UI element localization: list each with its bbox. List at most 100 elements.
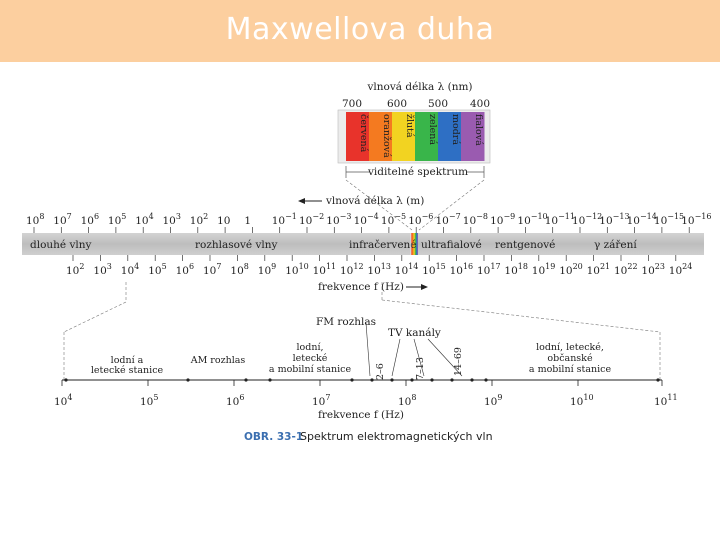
frequency-tick-label: 1016	[450, 262, 474, 277]
frequency-tick-label: 1012	[340, 262, 364, 277]
visible-band-label: modrá	[450, 114, 461, 145]
visible-band-label: oranžová	[381, 114, 392, 158]
wavelength-ticks: 108 107 106 105 104 103 102 10 1 10−1 10−2 10−3 10−4…	[26, 212, 711, 233]
detail-labels: FM rozhlas TV kanály lodní a letecké sta…	[91, 316, 612, 380]
segment-marker	[268, 378, 272, 382]
detail-frequency-ticks: 104 105 106 107 108 109 1010 1011	[54, 380, 678, 408]
tv-label: TV kanály	[388, 327, 441, 339]
segment-marker	[350, 378, 354, 382]
visible-header: vlnová délka λ (nm)	[366, 81, 472, 93]
svg-text:a mobilní stanice: a mobilní stanice	[269, 364, 352, 375]
wavelength-tick-label: 108	[26, 212, 44, 227]
wavelength-tick-label: 107	[53, 212, 71, 227]
detail-frequency-label: frekvence f (Hz)	[318, 409, 404, 421]
visible-band	[461, 112, 485, 161]
wavelength-label: vlnová délka λ (m)	[298, 195, 424, 207]
wavelength-tick-label: 10−14	[627, 212, 657, 227]
svg-text:letecké: letecké	[293, 353, 328, 364]
frequency-tick-label: 109	[258, 262, 276, 277]
frequency-tick-label: 1018	[504, 262, 528, 277]
detail-tick-label: 1011	[654, 393, 678, 408]
visible-band	[438, 112, 462, 161]
detail-tick-label: 109	[484, 393, 502, 408]
segment-marker	[450, 378, 454, 382]
segment-marker	[484, 378, 488, 382]
frequency-tick-label: 1010	[285, 262, 309, 277]
frequency-tick-label: 1021	[587, 262, 611, 277]
detail-segments	[64, 378, 660, 382]
visible-ticks: 700 600 500 400	[342, 98, 490, 110]
band-label: rozhlasové vlny	[195, 239, 277, 251]
segment-marker	[64, 378, 68, 382]
frequency-tick-label: 1015	[422, 262, 446, 277]
frequency-tick-label: 1011	[313, 262, 337, 277]
segment-marker	[390, 378, 394, 382]
svg-text:občanské: občanské	[547, 353, 593, 364]
frequency-tick-label: 104	[121, 262, 139, 277]
am-label: AM rozhlas	[190, 355, 246, 366]
svg-text:lodní,: lodní,	[296, 342, 323, 353]
wavelength-tick-label: 10−8	[463, 212, 488, 227]
visible-band-label: fialová	[473, 114, 484, 146]
caption-number: OBR. 33-1	[244, 431, 303, 443]
wavelength-tick-label: 104	[135, 212, 153, 227]
detail-tick-label: 104	[54, 393, 72, 408]
wavelength-tick-label: 10−10	[517, 212, 547, 227]
tv-channels-7-13: 7–13	[415, 357, 426, 380]
band-labels: dlouhé vlny rozhlasové vlny infračervené ul…	[30, 233, 637, 255]
frequency-tick-label: 102	[66, 262, 84, 277]
visible-tick-label: 400	[470, 98, 490, 110]
wavelength-tick-label: 10−3	[326, 212, 351, 227]
caption-text: Spektrum elektromagnetických vln	[300, 430, 493, 443]
frequency-tick-label: 105	[148, 262, 166, 277]
detail-tick-label: 106	[226, 393, 244, 408]
segment-marker	[410, 378, 414, 382]
frequency-tick-label: 1023	[641, 262, 665, 277]
segment-marker	[656, 378, 660, 382]
visible-band-label: červená	[358, 114, 369, 153]
wavelength-tick-label: 10−6	[408, 212, 433, 227]
svg-text:lodní, letecké,: lodní, letecké,	[536, 342, 604, 353]
visible-band	[346, 112, 370, 161]
frequency-tick-label: 1019	[532, 262, 556, 277]
slide-title: Maxwellova duha	[225, 12, 495, 47]
visible-footer: viditelné spektrum	[367, 166, 468, 178]
visible-band	[392, 112, 416, 161]
fm-label: FM rozhlas	[316, 316, 376, 328]
detail-tick-label: 108	[398, 393, 416, 408]
frequency-tick-label: 106	[176, 262, 194, 277]
wavelength-tick-label: 10−2	[299, 212, 324, 227]
wavelength-tick-label: 10	[217, 215, 230, 227]
visible-band	[415, 112, 439, 161]
frequency-tick-label: 1017	[477, 262, 501, 277]
wavelength-tick-label: 10−15	[654, 212, 684, 227]
wavelength-tick-label: 10−1	[272, 212, 297, 227]
visible-band	[369, 112, 393, 161]
detail-tick-label: 105	[140, 393, 158, 408]
svg-text:vlnová délka λ (m): vlnová délka λ (m)	[325, 195, 424, 207]
wavelength-tick-label: 10−11	[545, 212, 575, 227]
frequency-label: frekvence f (Hz)	[318, 281, 428, 293]
wavelength-tick-label: 106	[81, 212, 99, 227]
visible-band-label: žlutá	[404, 114, 415, 138]
band-label: dlouhé vlny	[30, 239, 92, 251]
detail-tick-label: 1010	[570, 393, 594, 408]
segment-marker	[244, 378, 248, 382]
visible-tick-label: 600	[387, 98, 407, 110]
wavelength-tick-label: 10−12	[572, 212, 602, 227]
segment-marker	[186, 378, 190, 382]
frequency-tick-label: 1014	[395, 262, 419, 277]
svg-text:lodní a: lodní a	[111, 355, 144, 366]
wavelength-tick-label: 10−9	[490, 212, 515, 227]
svg-text:letecké stanice: letecké stanice	[91, 365, 164, 376]
visible-slice	[411, 233, 418, 255]
frequency-tick-label: 1024	[669, 262, 693, 277]
band-label: γ záření	[594, 239, 637, 251]
tv-channels-2-6: 2–6	[375, 363, 386, 380]
wavelength-tick-label: 10−7	[436, 212, 461, 227]
frequency-tick-label: 103	[93, 262, 111, 277]
visible-bands: červená oranžová žlutá zelená modrá fialová	[346, 112, 485, 161]
segment-marker	[370, 378, 374, 382]
svg-text:a mobilní stanice: a mobilní stanice	[529, 364, 612, 375]
